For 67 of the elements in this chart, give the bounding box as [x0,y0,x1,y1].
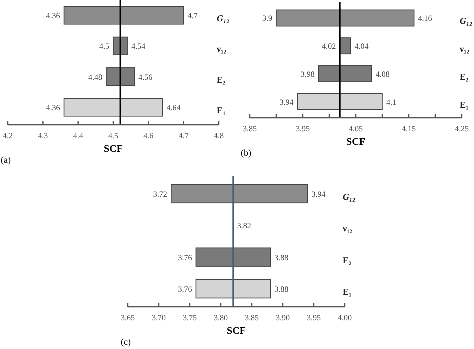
annotation: 4.36 [46,104,60,113]
annotation: 4.16 [418,14,432,24]
bar [276,10,415,27]
annotation: 3.76 [178,253,192,262]
annotation: 4.08 [376,70,390,79]
x-axis-title: SCF [104,144,123,155]
y-tick-label: ν₁₂ [459,44,470,54]
x-tick-label: 4.25 [455,124,469,134]
annotation: 4.04 [354,42,369,52]
annotation: 4.56 [138,72,153,82]
y-tick-label: E₁ [343,287,352,298]
annotation: 3.88 [274,285,289,294]
y-tick-label: G₁₂ [343,192,356,202]
annotation: 3.88 [274,253,289,262]
x-tick-label: 3.85 [245,314,259,323]
annotation: 4.54 [132,42,146,52]
x-tick-label: 4.5 [108,132,118,141]
text: (a) [1,155,11,165]
y-tick-label: G₁₂ [217,13,230,24]
x-tick-label: 4.6 [144,132,154,141]
x-tick-label: 4.4 [73,132,84,141]
text: (c) [121,337,131,347]
bar [318,65,372,82]
annotation: 4.7 [188,11,198,20]
x-tick-label: 3.80 [214,314,228,323]
x-axis-title: SCF [227,326,246,337]
bar [106,68,135,86]
annotation: 4.5 [100,42,110,52]
x-tick-label: 4.2 [3,132,13,141]
annotation: 3.9 [262,14,272,24]
x-tick-label: 3.95 [307,314,321,323]
annotation: 4.64 [166,104,181,113]
y-tick-label: ν₁₂ [342,224,353,234]
x-tick-label: 4.15 [402,124,416,134]
annotation: 4.1 [386,98,396,107]
annotation: 4.48 [88,72,102,82]
annotation: 3.72 [153,190,168,199]
annotation: 3.94 [312,190,326,199]
x-tick-label: 4.7 [178,132,189,141]
y-tick-label: E₂ [460,72,470,82]
x-tick-label: 3.85 [243,124,257,134]
annotation: 3.98 [300,70,315,79]
x-tick-label: 3.75 [183,314,197,323]
x-axis-title: SCF [346,137,366,148]
bar [64,6,184,25]
x-tick-label: 4.05 [349,124,363,134]
x-tick-label: 3.95 [296,124,310,134]
bar [64,98,164,117]
annotation: 4.36 [46,11,60,20]
x-tick-label: 3.90 [276,314,290,323]
annotation: 3.76 [178,285,192,294]
x-tick-label: 4.8 [214,132,224,141]
y-tick-label: E₁ [460,100,470,110]
y-tick-label: G₁₂ [460,16,473,26]
text: (b) [241,148,252,158]
x-tick-label: 3.70 [152,314,166,323]
y-tick-label: ν₁₂ [216,44,227,54]
annotation: 3.82 [237,222,252,231]
bar [297,93,383,110]
x-tick-label: 4.3 [38,132,48,141]
x-tick-label: 3.65 [121,314,135,323]
y-tick-label: E₂ [343,255,352,266]
y-tick-label: E₁ [217,106,226,116]
y-tick-label: E₂ [217,74,226,85]
x-tick-label: 4.00 [338,314,352,323]
annotation: 4.02 [322,42,336,52]
annotation: 3.94 [280,98,294,107]
